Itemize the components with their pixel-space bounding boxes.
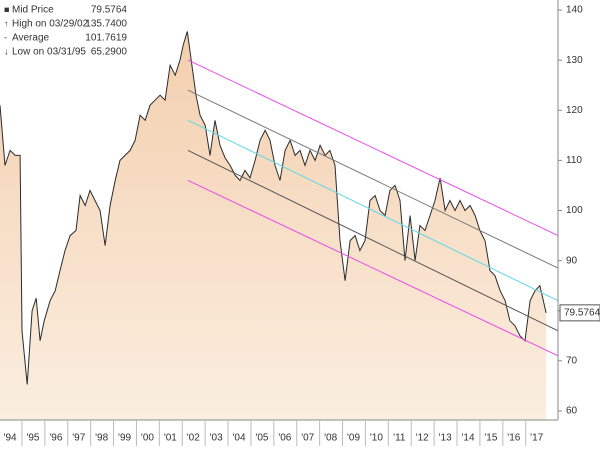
area-fill bbox=[0, 31, 547, 421]
stats-marker: ■ bbox=[4, 4, 9, 14]
stats-legend: ■ Mid Price 79.5764 ↑ High on 03/29/02135.74… bbox=[2, 2, 130, 62]
x-tick-label: '98 bbox=[95, 433, 108, 444]
stats-value: 101.7619 bbox=[85, 33, 127, 44]
stats-marker: - bbox=[4, 32, 7, 42]
y-tick-label: 110 bbox=[566, 155, 582, 166]
y-tick-label: 60 bbox=[566, 406, 578, 417]
stats-label: Average bbox=[12, 33, 50, 44]
x-tick-label: '16 bbox=[507, 433, 520, 444]
x-tick-label: '06 bbox=[278, 433, 291, 444]
channel-line bbox=[187, 179, 559, 357]
x-tick-label: '99 bbox=[118, 433, 131, 444]
price-line bbox=[0, 31, 547, 385]
last-price-label: 79.5764 bbox=[564, 308, 600, 319]
y-tick-label: 90 bbox=[566, 255, 578, 266]
y-tick-label: 130 bbox=[566, 55, 583, 66]
y-tick-label: 120 bbox=[566, 105, 583, 116]
x-tick-label: '07 bbox=[301, 433, 314, 444]
x-tick-label: '04 bbox=[233, 433, 246, 444]
stats-marker: ↑ bbox=[4, 18, 9, 28]
stats-label: Low on 03/31/95 bbox=[12, 47, 86, 58]
x-tick-label: '96 bbox=[49, 433, 62, 444]
x-tick-label: '09 bbox=[347, 433, 360, 444]
y-tick-label: 100 bbox=[566, 205, 583, 216]
y-tick-label: 70 bbox=[566, 355, 578, 366]
stats-marker: ↓ bbox=[4, 46, 9, 56]
x-tick-label: '01 bbox=[164, 433, 177, 444]
stats-value: 135.7400 bbox=[85, 19, 127, 30]
x-tick-label: '12 bbox=[416, 433, 429, 444]
stats-value: 79.5764 bbox=[91, 5, 128, 16]
stats-value: 65.2900 bbox=[91, 47, 128, 58]
stats-label: High on 03/29/02 bbox=[12, 19, 89, 30]
x-tick-label: '15 bbox=[484, 433, 497, 444]
channel-line bbox=[187, 119, 559, 302]
x-tick-label: '14 bbox=[461, 433, 474, 444]
x-tick-label: '05 bbox=[255, 433, 268, 444]
x-tick-label: '00 bbox=[141, 433, 154, 444]
x-tick-label: '08 bbox=[324, 433, 337, 444]
channel-line bbox=[187, 149, 559, 332]
x-tick-label: '10 bbox=[370, 433, 383, 444]
x-tick-label: '02 bbox=[187, 433, 200, 444]
x-tick-label: '13 bbox=[439, 433, 452, 444]
stats-label: Mid Price bbox=[12, 5, 54, 16]
x-tick-label: '94 bbox=[4, 433, 17, 444]
x-tick-label: '03 bbox=[210, 433, 223, 444]
last-price-tag bbox=[559, 304, 600, 322]
stats-legend-box bbox=[2, 2, 130, 62]
y-tick-label: 140 bbox=[566, 5, 583, 16]
channel-line bbox=[187, 89, 559, 269]
x-tick-label: '17 bbox=[530, 433, 543, 444]
x-tick-label: '97 bbox=[72, 433, 85, 444]
channel-line bbox=[187, 59, 559, 237]
x-tick-label: '11 bbox=[393, 433, 406, 444]
x-tick-label: '95 bbox=[26, 433, 39, 444]
